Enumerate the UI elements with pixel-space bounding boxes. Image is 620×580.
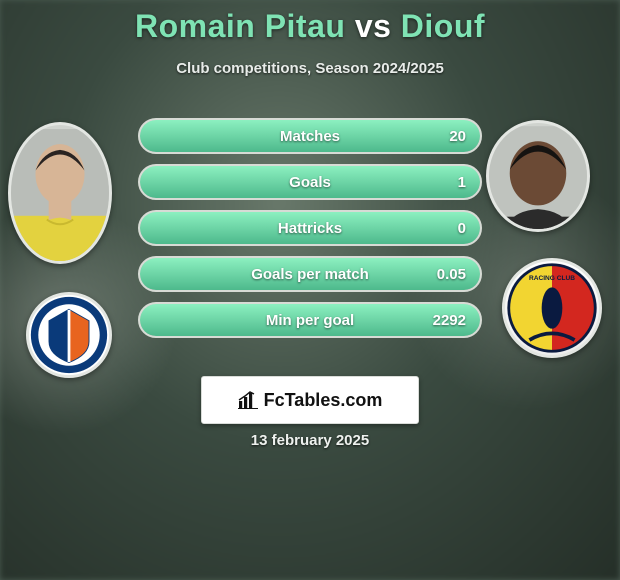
stat-row-right-value: 1 [458,166,466,198]
stat-row: Min per goal2292 [138,302,482,338]
montpellier-logo-icon [29,295,109,375]
player2-club-logo: RACING CLUB [502,258,602,358]
player2-avatar-image [489,123,587,229]
bar-chart-icon [238,391,258,409]
fctables-badge-text: FcTables.com [264,390,383,411]
stat-row: Matches20 [138,118,482,154]
subtitle: Club competitions, Season 2024/2025 [0,60,620,77]
stat-row-label: Goals per match [140,258,480,290]
stat-row-label: Min per goal [140,304,480,336]
player1-avatar [8,122,112,264]
title-player2: Diouf [401,8,485,44]
stat-row-right-value: 2292 [433,304,466,336]
svg-text:RACING CLUB: RACING CLUB [529,275,575,282]
stat-row-right-value: 0 [458,212,466,244]
stat-row-label: Hattricks [140,212,480,244]
player1-avatar-image [11,125,109,261]
title-vs: vs [355,8,392,44]
stat-row-label: Matches [140,120,480,152]
generated-date: 13 february 2025 [0,432,620,449]
player2-avatar [486,120,590,232]
title-player1: Romain Pitau [135,8,345,44]
infographic-container: Romain Pitau vs Diouf Club competitions,… [0,0,620,580]
player1-club-logo [26,292,112,378]
stat-row: Goals per match0.05 [138,256,482,292]
stat-row-label: Goals [140,166,480,198]
stat-row-right-value: 0.05 [437,258,466,290]
stat-row-right-value: 20 [449,120,466,152]
stat-row: Goals1 [138,164,482,200]
rclens-logo-icon: RACING CLUB [505,261,599,355]
stat-row: Hattricks0 [138,210,482,246]
page-title: Romain Pitau vs Diouf [0,8,620,45]
fctables-badge[interactable]: FcTables.com [201,376,419,424]
stats-table: Matches20 Goals1 Hattricks0 Goals per match… [138,118,482,348]
